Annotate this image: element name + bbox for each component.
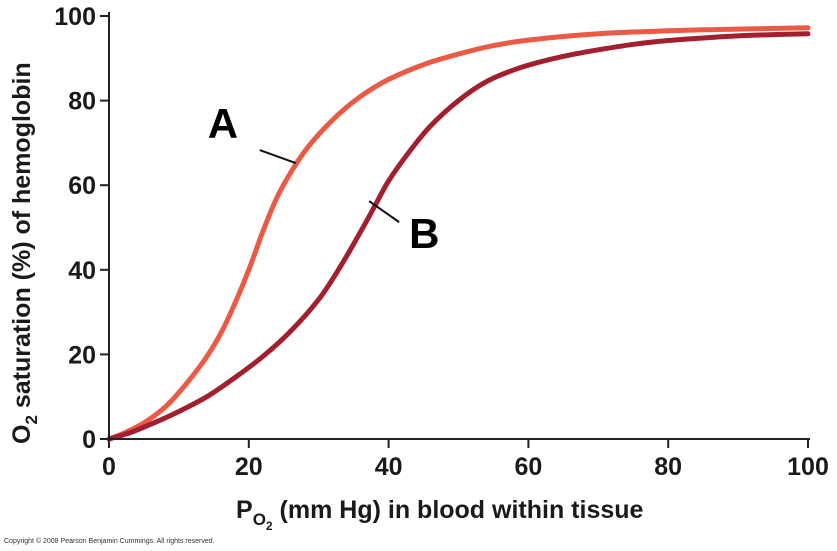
y-axis-title: O2 saturation (%) of hemoglobin	[8, 62, 41, 444]
x-tick-label: 20	[235, 453, 263, 481]
curve-labels-layer: AB	[208, 100, 440, 257]
curve-label-b: B	[409, 210, 439, 257]
y-axis-title-rest: saturation (%) of hemoglobin	[8, 62, 36, 415]
x-tick-label: 80	[654, 453, 682, 481]
x-axis-title-sub-base: O	[253, 510, 266, 529]
y-tick-label: 60	[68, 172, 96, 200]
x-tick-label: 0	[102, 453, 116, 481]
y-tick-label: 100	[54, 3, 96, 31]
y-tick-label: 0	[82, 426, 96, 454]
tick-labels-layer: 0 20 40 60 80 100 0 20 40 60 80 100	[54, 3, 829, 481]
axes-layer	[100, 12, 810, 448]
curve-label-a: A	[208, 100, 238, 147]
y-tick-label: 20	[68, 341, 96, 369]
x-axis-title-rest: (mm Hg) in blood within tissue	[273, 496, 644, 524]
x-tick-label: 60	[514, 453, 542, 481]
x-tick-label: 100	[787, 453, 829, 481]
y-axis-title-sub: 2	[22, 415, 41, 424]
copyright-notice: Copyright © 2008 Pearson Benjamin Cummin…	[4, 538, 215, 545]
leader-line-b	[368, 200, 400, 223]
curves-layer	[106, 25, 811, 442]
x-axis-title: PO2 (mm Hg) in blood within tissue	[236, 496, 644, 533]
leader-line-a	[259, 149, 297, 164]
x-tick-label: 40	[375, 453, 403, 481]
y-axis-title-pre: O	[8, 425, 36, 444]
x-axis-title-sub-num: 2	[266, 519, 273, 533]
series-line-a	[106, 25, 811, 442]
y-tick-label: 80	[68, 88, 96, 116]
series-line-b	[106, 31, 811, 442]
y-tick-label: 40	[68, 257, 96, 285]
x-axis-title-main: P	[236, 496, 253, 524]
